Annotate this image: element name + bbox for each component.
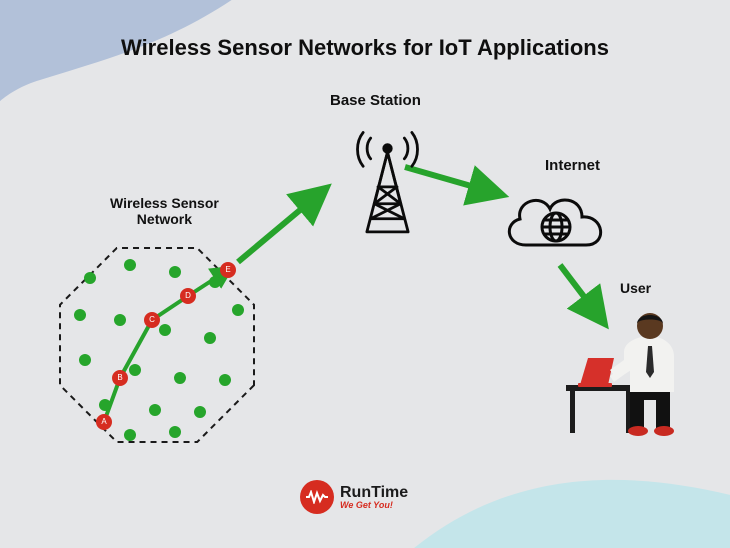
route-node-b: B: [112, 370, 128, 386]
route-node-c: C: [144, 312, 160, 328]
sensor-node: [159, 324, 171, 336]
sensor-node: [114, 314, 126, 326]
sensor-node: [209, 276, 221, 288]
runtime-logo: RunTime We Get You!: [300, 480, 408, 514]
sensor-node: [79, 354, 91, 366]
diagram-overlay: [0, 0, 730, 548]
sensor-node: [129, 364, 141, 376]
route-node-a: A: [96, 414, 112, 430]
flow-arrow: [238, 195, 318, 262]
sensor-node: [74, 309, 86, 321]
sensor-node: [84, 272, 96, 284]
sensor-node: [149, 404, 161, 416]
internet-cloud-icon: [496, 175, 616, 265]
route-node-d: D: [180, 288, 196, 304]
sensor-node: [174, 372, 186, 384]
user-icon: [560, 300, 690, 440]
sensor-node: [169, 426, 181, 438]
diagram-canvas: Wireless Sensor Networks for IoT Applica…: [0, 0, 730, 548]
sensor-node: [204, 332, 216, 344]
logo-tagline: We Get You!: [340, 501, 408, 510]
sensor-node: [124, 259, 136, 271]
sensor-node: [219, 374, 231, 386]
route-node-e: E: [220, 262, 236, 278]
logo-name: RunTime: [340, 485, 408, 501]
sensor-node: [232, 304, 244, 316]
sensor-node: [194, 406, 206, 418]
sensor-node: [124, 429, 136, 441]
logo-text: RunTime We Get You!: [340, 485, 408, 510]
sensor-node: [99, 399, 111, 411]
route-path: [104, 270, 228, 422]
logo-circle-icon: [300, 480, 334, 514]
base-station-icon: [350, 120, 425, 235]
sensor-node: [169, 266, 181, 278]
